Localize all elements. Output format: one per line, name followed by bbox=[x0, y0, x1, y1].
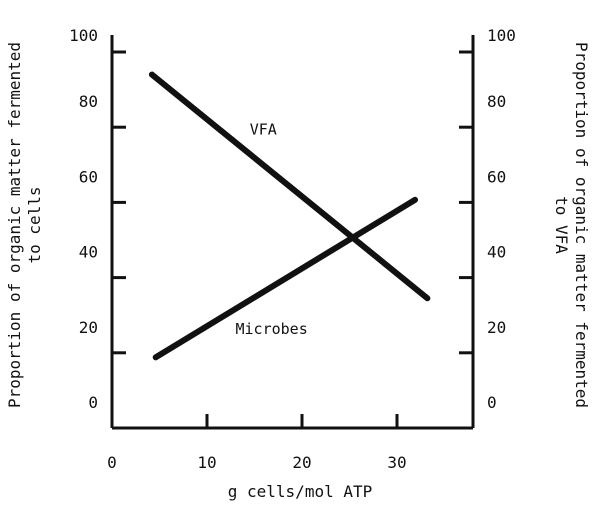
left-y-tick-label: 20 bbox=[79, 318, 98, 337]
left-y-tick-label: 100 bbox=[69, 26, 98, 45]
right-y-axis-label: to VFA bbox=[552, 196, 571, 254]
left-y-tick-label: 0 bbox=[88, 393, 98, 412]
right-y-tick-label: 80 bbox=[487, 92, 506, 111]
right-y-tick-label: 20 bbox=[487, 318, 506, 337]
left-y-axis-label: to cells bbox=[25, 186, 44, 263]
x-tick-label: 20 bbox=[292, 453, 311, 472]
series-line-microbes bbox=[152, 196, 419, 361]
right-y-tick-label: 40 bbox=[487, 243, 506, 262]
series-line-vfa bbox=[148, 71, 431, 302]
x-tick-label: 10 bbox=[197, 453, 216, 472]
right-y-axis-label: Proportion of organic matter fermented bbox=[572, 42, 591, 408]
series-label: Microbes bbox=[236, 320, 308, 338]
right-y-tick-label: 0 bbox=[487, 393, 497, 412]
x-tick-label: 30 bbox=[387, 453, 406, 472]
series-label: VFA bbox=[250, 121, 277, 139]
left-y-tick-label: 60 bbox=[79, 167, 98, 186]
right-y-tick-label: 100 bbox=[487, 26, 516, 45]
left-y-axis-label: Proportion of organic matter fermented bbox=[5, 42, 24, 408]
x-axis-label: g cells/mol ATP bbox=[228, 482, 373, 501]
left-y-tick-label: 80 bbox=[79, 92, 98, 111]
left-y-tick-label: 40 bbox=[79, 243, 98, 262]
right-y-tick-label: 60 bbox=[487, 167, 506, 186]
x-tick-label: 0 bbox=[107, 453, 117, 472]
